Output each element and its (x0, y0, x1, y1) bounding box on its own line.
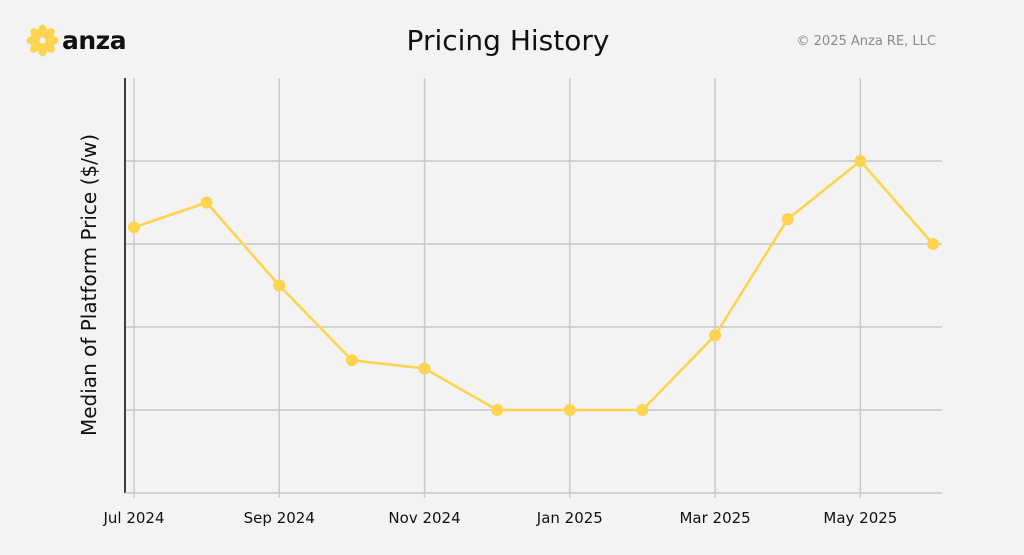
chart-title: Pricing History (406, 24, 610, 57)
data-point (491, 404, 504, 416)
data-point (563, 404, 576, 416)
series-line (133, 159, 934, 412)
data-point (345, 354, 358, 367)
logo-wordmark: anza (62, 26, 127, 55)
data-point (200, 196, 213, 209)
data-point (927, 238, 939, 250)
data-point (128, 221, 140, 234)
x-tick-label: Nov 2024 (388, 509, 460, 527)
data-point (273, 279, 286, 292)
data-point (781, 213, 794, 226)
x-tick-label: May 2025 (823, 509, 897, 527)
data-point (709, 329, 722, 342)
x-tick-label: Jul 2024 (102, 509, 164, 527)
data-point (854, 155, 867, 167)
y-gridlines (125, 160, 942, 411)
x-tick-label: Mar 2025 (679, 509, 750, 527)
x-tick-label: Jan 2025 (536, 509, 603, 527)
copyright-text: © 2025 Anza RE, LLC (796, 34, 936, 49)
data-point (418, 362, 431, 375)
x-tick-labels: Jul 2024 Sep 2024 Nov 2024 Jan 2025 Mar 2025… (102, 493, 897, 527)
data-point (636, 404, 649, 416)
flower-icon (26, 24, 59, 57)
x-tick-label: Sep 2024 (244, 509, 315, 527)
data-points (128, 155, 939, 416)
x-gridlines (133, 78, 862, 493)
logo: anza (26, 24, 127, 57)
y-axis-label: Median of Platform Price ($/w) (77, 134, 101, 436)
